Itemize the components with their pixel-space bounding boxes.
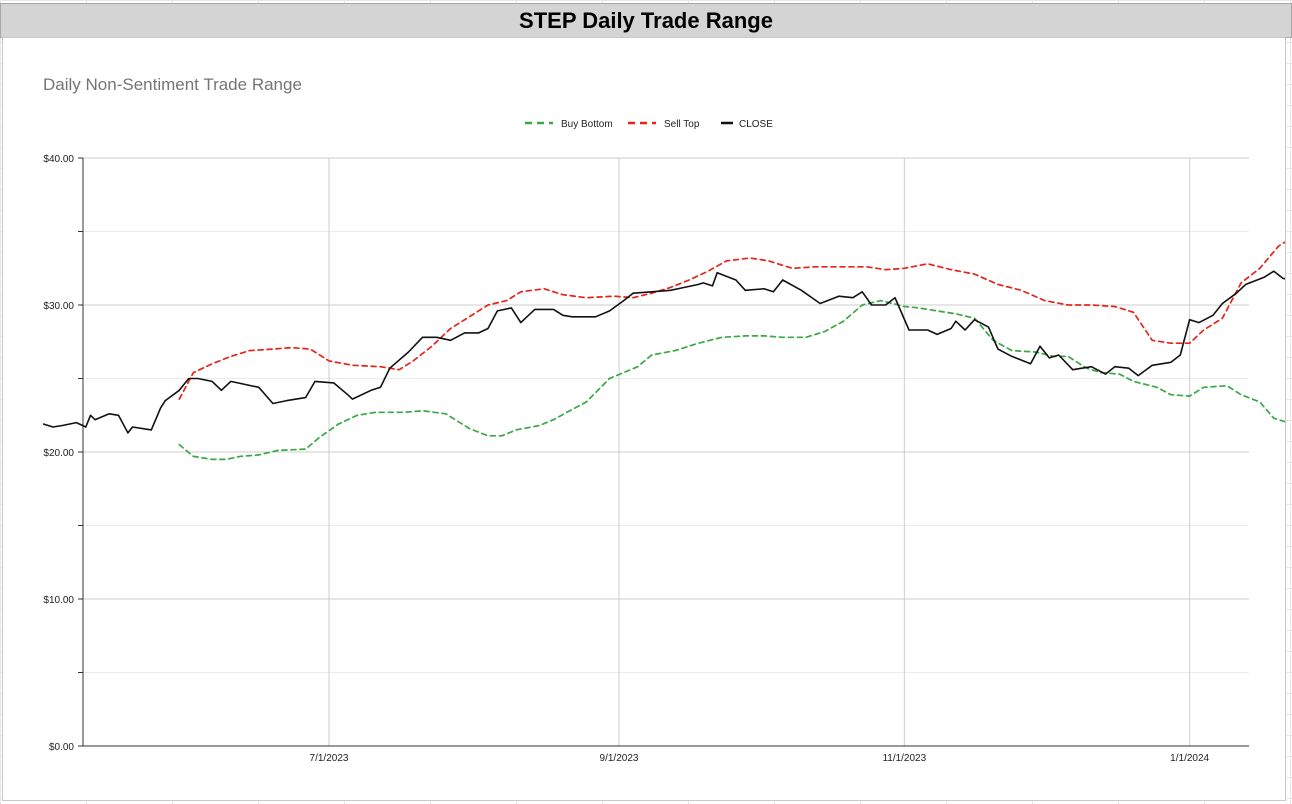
y-tick-label: $20.00	[43, 448, 74, 459]
line-chart: $0.00 $10.00 $20.00 $30.00 $40.00 7/1/2023 9/1…	[42, 119, 1285, 764]
legend-label-buy-bottom: Buy Bottom	[561, 119, 613, 130]
x-tick-label: 9/1/2023	[600, 753, 639, 764]
series-line-close	[42, 270, 1285, 434]
banner-title: STEP Daily Trade Range	[0, 3, 1292, 38]
y-tick-label: $0.00	[49, 742, 74, 753]
y-tick-label: $40.00	[43, 154, 74, 165]
x-tick-label: 11/1/2023	[882, 753, 926, 764]
legend-label-sell-top: Sell Top	[664, 119, 700, 130]
legend-label-close: CLOSE	[739, 119, 773, 130]
y-tick-label: $30.00	[43, 301, 74, 312]
x-tick-label: 1/1/2024	[1170, 753, 1209, 764]
x-tick-label: 7/1/2023	[310, 753, 349, 764]
y-tick-label: $10.00	[43, 595, 74, 606]
series-line-sell-top	[178, 241, 1285, 400]
chart-title: Daily Non-Sentiment Trade Range	[43, 75, 302, 94]
chart-card[interactable]: Daily Non-Sentiment Trade Range $0.00 $10…	[2, 37, 1286, 801]
series-line-buy-bottom	[178, 299, 1285, 461]
